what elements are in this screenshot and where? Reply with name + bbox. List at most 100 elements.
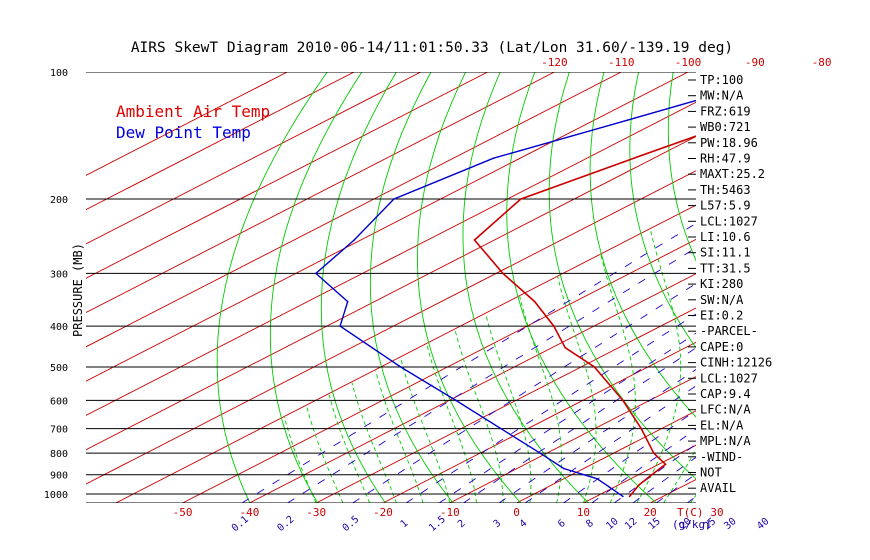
dew-point-temp-line [314, 99, 696, 497]
dry-adiabat-line [629, 72, 696, 349]
mixing-ratio-tick-label: 40 [755, 516, 771, 532]
dry-adiabat-line [589, 72, 696, 418]
dew-point-point [455, 399, 457, 402]
stability-index-label: LCL:1027 [700, 214, 758, 228]
dew-point-point [315, 272, 317, 275]
isotherm-line [86, 72, 555, 314]
stability-index-label: MW:N/A [700, 89, 744, 103]
air-temp-point [652, 452, 655, 454]
top-temp-tick-label: -120 [541, 56, 568, 69]
moist-adiabat-line [375, 370, 424, 503]
moist-adiabat-line [454, 330, 504, 503]
dew-point-point [339, 325, 341, 327]
dry-adiabat-line [269, 72, 363, 503]
moist-adiabat-line [770, 199, 870, 503]
mixing-ratio-tick-label: 0.2 [275, 514, 296, 534]
dew-point-point [539, 452, 541, 454]
stability-index-label: LFC:N/A [700, 403, 751, 417]
dry-adiabats [216, 72, 870, 503]
stability-index-label: EL:N/A [700, 418, 744, 432]
moist-adiabat-line [328, 394, 371, 503]
moist-adiabat-line [306, 406, 344, 503]
stability-index-label: WB0:721 [700, 120, 751, 134]
bottom-temp-tick-label: -20 [373, 506, 393, 519]
moist-adiabat-line [519, 296, 563, 503]
isotherms [86, 72, 696, 503]
dry-adiabat-line [667, 72, 696, 262]
moist-adiabat-line [663, 448, 696, 503]
dry-adiabat-line [506, 72, 657, 503]
dew-point-point [393, 198, 395, 200]
mixing-ratio-line [438, 332, 696, 503]
dry-adiabat-line [548, 72, 696, 480]
mixing-ratio-tick-label: 8 [584, 518, 596, 530]
moist-adiabat-line [557, 276, 597, 503]
bottom-temp-tick-label: -30 [306, 506, 326, 519]
air-temp-point [564, 346, 567, 349]
mixing-ratio-line [498, 368, 696, 503]
stability-index-label: NOT [700, 466, 722, 480]
top-temperature-ticks: -120-110-100-90-80-70-60-50-40 [541, 56, 831, 69]
dry-adiabat-line [462, 72, 589, 503]
profiles [314, 71, 870, 498]
dry-adiabat-line [846, 72, 870, 503]
stability-index-label: SI:11.1 [700, 246, 751, 260]
air-temp-point [633, 157, 635, 159]
mixing-ratio-tick-label: 30 [722, 516, 738, 532]
mixing-ratio-tick-label: 3 [492, 518, 504, 530]
bottom-temperature-ticks: -50 -40 -30 -20 -10 0 10 20 30 [173, 506, 724, 519]
dew-point-point [607, 485, 610, 488]
stability-index-label: TH:5463 [700, 183, 751, 197]
dew-point-point [626, 119, 629, 121]
legend-ambient-air-temp: Ambient Air Temp [116, 102, 270, 121]
mixing-ratio-line [656, 473, 696, 503]
pressure-tick-label: 800 [50, 449, 68, 460]
pressure-ticks: 100 200 300 400 500 600 700 800 900 1000 [44, 68, 68, 501]
mixing-ratio-line [732, 199, 870, 503]
pressure-tick-label: 400 [50, 322, 68, 333]
stability-index-label: -PARCEL- [700, 324, 758, 338]
air-temp-point [868, 71, 870, 73]
stability-index-label: -WIND- [700, 450, 743, 464]
air-temp-point [638, 483, 640, 486]
isotherm-line [86, 72, 622, 348]
air-temp-point [628, 495, 631, 498]
ambient-air-temp-line [473, 135, 696, 497]
dry-adiabat-line [216, 72, 328, 503]
mixing-ratio-line [463, 347, 696, 503]
dry-adiabat-line [369, 72, 454, 503]
y-axis-label: PRESSURE (MB) [71, 243, 85, 337]
dew-point-point [353, 239, 356, 241]
mixing-ratio-tick-label: 12 [623, 516, 639, 532]
mixing-ratio-tick-label: 4 [518, 518, 530, 530]
pressure-tick-label: 500 [50, 363, 68, 374]
stability-index-label: TP:100 [700, 73, 743, 87]
pressure-tick-label: 100 [50, 68, 68, 79]
dry-adiabat-line [320, 72, 397, 503]
stability-index-label: CINH:12126 [700, 356, 772, 370]
stability-index-label: MPL:N/A [700, 434, 751, 448]
top-temp-tick-label: -110 [608, 56, 635, 69]
air-temp-point [640, 427, 643, 430]
air-temp-point [650, 473, 653, 476]
chart-title: AIRS SkewT Diagram 2010-06-14/11:01:50.3… [131, 40, 733, 56]
isotherm-line [86, 72, 422, 245]
bottom-temp-tick-label: 30 [710, 506, 723, 519]
mixing-ratio-line [765, 199, 870, 503]
bottom-temp-tick-label: -10 [440, 506, 460, 519]
mixing-ratio-tick-label: 1 [399, 518, 411, 530]
pressure-tick-label: 600 [50, 396, 68, 407]
mixing-ratio-tick-label: 10 [604, 516, 620, 532]
moist-adiabat-line [283, 416, 317, 503]
stability-index-label: AVAIL [700, 481, 736, 495]
isotherm-line [86, 72, 355, 211]
mixing-ratio-unit: (g/kg) [672, 518, 712, 531]
isotherm-line [249, 273, 696, 503]
bottom-temp-tick-label: -40 [239, 506, 259, 519]
top-temp-tick-label: -90 [745, 56, 765, 69]
grid-lines [86, 71, 870, 503]
mixing-ratio-line [524, 385, 696, 503]
isotherm-line [449, 376, 696, 503]
mixing-ratio-lines [241, 199, 870, 503]
